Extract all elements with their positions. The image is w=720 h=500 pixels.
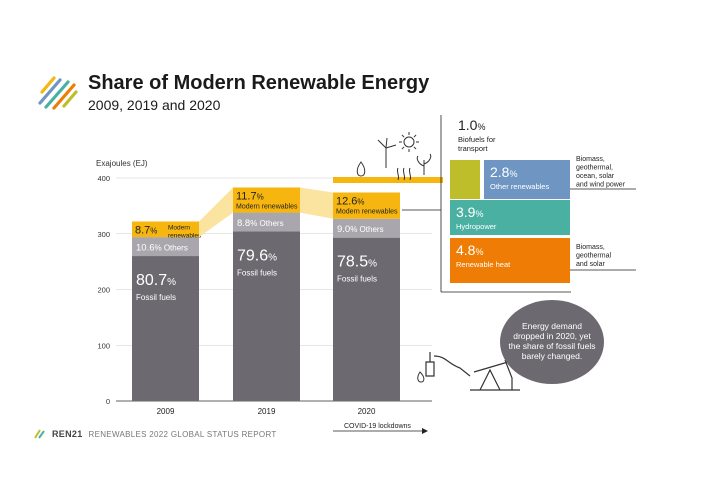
label-fossil-share-2019: 79.6% [237, 248, 277, 265]
side-label-renewable-heat-0: Biomass, [576, 244, 605, 251]
bar-renewables-2020 [333, 192, 400, 219]
breakdown-hydropower-value: 3.9% [456, 204, 483, 220]
renewable-energy-logo-icon [38, 76, 78, 110]
label-others-2009: 10.6% Others [136, 243, 188, 254]
side-label-renewable-heat-2: and solar [576, 261, 605, 268]
bar-renewables-2009 [132, 221, 199, 238]
label-fossil-name-2020: Fossil fuels [337, 275, 377, 284]
covid-arrow-head [422, 428, 428, 434]
breakdown-renewable-heat-block [450, 238, 570, 283]
y-tick-200: 200 [97, 286, 110, 295]
side-label-other-renewables-3: and wind power [576, 182, 626, 189]
label-renewables-name-2019: Modern renewables [236, 203, 298, 210]
x-tick-2019: 2019 [258, 407, 276, 416]
breakdown-other-renewables-block [484, 160, 570, 199]
label-fossil-share-2009: 80.7% [136, 272, 176, 289]
breakdown-biofuels-label-a: Biofuels for [458, 135, 496, 144]
side-label-renewable-heat-1: geothermal [576, 253, 611, 260]
breakdown-biofuels-block [450, 160, 480, 199]
fuel-nozzle-icon [425, 352, 471, 377]
breakdown-hydropower-label: Hydropower [456, 222, 497, 231]
heat-waves-icon [396, 167, 412, 181]
oil-pumpjack-icon [470, 359, 520, 391]
footer: REN21 RENEWABLES 2022 GLOBAL STATUS REPO… [34, 429, 277, 439]
label-renewables-share-2020: 12.6% [336, 195, 365, 207]
y-tick-300: 300 [97, 230, 110, 239]
side-label-other-renewables-1: geothermal, [576, 165, 613, 172]
wind-turbine-icon [377, 137, 397, 168]
side-label-other-renewables-2: ocean, solar [576, 173, 615, 180]
label-others-2020: 9.0% Others [337, 224, 384, 235]
breakdown-renewable-heat-label: Renewable heat [456, 260, 511, 269]
connector-band-0 [199, 187, 233, 238]
label-fossil-name-2009: Fossil fuels [136, 293, 176, 302]
covid-label: COVID-19 lockdowns [344, 423, 411, 430]
bar-fossil-2020 [333, 237, 400, 401]
label-others-2019: 8.8% Others [237, 218, 284, 229]
x-tick-2009: 2009 [157, 407, 175, 416]
y-tick-100: 100 [97, 341, 110, 350]
oil-drop-icon [417, 371, 425, 383]
label-renewables-name-2009: Modern [168, 224, 190, 231]
side-label-other-renewables-0: Biomass, [576, 156, 605, 163]
bar-others-2020 [333, 218, 400, 238]
water-drop-icon [356, 161, 366, 177]
y-axis-label: Exajoules (EJ) [96, 159, 148, 168]
x-tick-2020: 2020 [358, 407, 376, 416]
footer-brand: REN21 [52, 429, 83, 439]
label-renewables-share-2009: 8.7% [135, 224, 157, 236]
bar-fossil-2019 [233, 231, 300, 401]
breakdown-other-renewables-value: 2.8% [490, 164, 517, 180]
y-tick-400: 400 [97, 174, 110, 183]
sun-icon [399, 132, 419, 152]
bar-others-2009 [132, 237, 199, 257]
bar-others-2019 [233, 212, 300, 232]
ren21-logo-icon [34, 429, 45, 439]
footer-report: RENEWABLES 2022 GLOBAL STATUS REPORT [88, 429, 277, 439]
bar-renewables-2019 [233, 187, 300, 213]
breakdown-biofuels-value: 1.0% [458, 117, 485, 133]
breakdown-hydropower-block [450, 200, 570, 235]
label-renewables-name-2009b: renewables [168, 232, 202, 239]
connector-band-1 [300, 187, 333, 219]
breakdown-other-renewables-label: Other renewables [490, 182, 549, 191]
chart-subtitle: 2009, 2019 and 2020 [88, 97, 221, 113]
label-fossil-share-2020: 78.5% [337, 254, 377, 271]
breakdown-biofuels-label-b: transport [458, 144, 489, 153]
bar-fossil-2009 [132, 256, 199, 401]
label-renewables-share-2019: 11.7% [236, 190, 264, 202]
chart-title: Share of Modern Renewable Energy [88, 72, 430, 94]
label-renewables-name-2020: Modern renewables [336, 208, 398, 215]
breakdown-renewable-heat-value: 4.8% [456, 242, 483, 258]
plant-icon [416, 153, 432, 175]
highlight-strip-2020 [333, 177, 443, 183]
y-tick-0: 0 [106, 397, 110, 406]
label-fossil-name-2019: Fossil fuels [237, 269, 277, 278]
energy-demand-note: Energy demand dropped in 2020, yet the s… [500, 300, 604, 384]
